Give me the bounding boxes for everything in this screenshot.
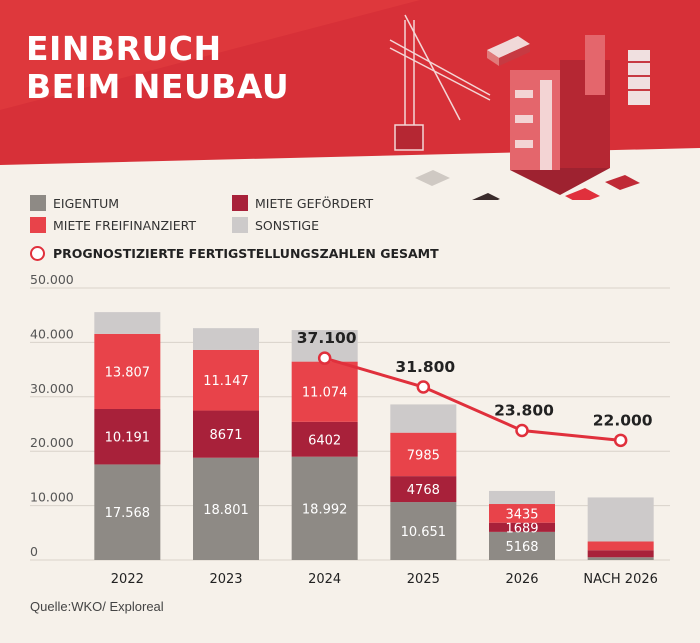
forecast-point — [613, 433, 628, 448]
x-tick-label: 2023 — [209, 572, 242, 587]
bar-segment — [489, 490, 555, 505]
page-title: EINBRUCH BEIM NEUBAU — [26, 30, 289, 106]
bar-value-label: 1689 — [505, 521, 538, 536]
legend-swatch — [232, 195, 248, 211]
bar-segment — [94, 333, 161, 409]
title-line-1: EINBRUCH — [26, 29, 222, 68]
stacked-bar-chart: 0 10.000 20.000 30.000 40.000 50.000 17.568 10.… — [30, 272, 670, 587]
y-tick-label: 40.000 — [30, 326, 74, 341]
bar-value-label: 6402 — [308, 433, 341, 448]
bar-segment — [587, 497, 654, 542]
title-line-2: BEIM NEUBAU — [26, 67, 290, 106]
bar-segment — [193, 457, 259, 560]
bar-value-label: 13.807 — [105, 365, 151, 380]
bar-value-label: 17.568 — [105, 506, 151, 521]
bar-value-label: 4768 — [407, 483, 440, 498]
forecast-value-label: 23.800 — [494, 402, 554, 420]
bar-segment — [587, 550, 654, 558]
y-tick-label: 10.000 — [30, 490, 74, 505]
legend-miete-freifinanziert: MIETE FREIFINANZIERT — [30, 217, 196, 233]
bar-value-label: 11.147 — [203, 374, 249, 389]
building-illustration — [510, 35, 610, 195]
bar-value-label: 11.074 — [302, 386, 348, 401]
bar-segment — [390, 476, 457, 503]
bar-segment — [94, 312, 161, 334]
forecast-value-label: 37.100 — [297, 329, 357, 347]
forecast-value-label: 22.000 — [593, 411, 653, 429]
bar-value-label: 18.801 — [203, 503, 249, 518]
forecast-line — [324, 356, 621, 442]
y-tick-label: 20.000 — [30, 435, 74, 450]
source-note: Quelle:WKO/ Exploreal — [30, 599, 164, 614]
bar-segment — [193, 410, 259, 458]
legend-label: MIETE GEFÖRDERT — [255, 195, 374, 211]
bar-value-label: 18.992 — [302, 502, 348, 517]
legend-swatch — [30, 195, 46, 211]
site-objects-illustration — [415, 170, 640, 200]
scaffold-illustration — [628, 50, 650, 105]
legend-eigentum: EIGENTUM — [30, 195, 119, 211]
bar-value-label: 10.191 — [105, 431, 151, 446]
x-tick-label: 2022 — [111, 572, 144, 587]
bar-segment — [291, 456, 358, 560]
x-tick-label: 2026 — [505, 572, 538, 587]
bar-segment — [291, 361, 358, 422]
legend-label: MIETE FREIFINANZIERT — [53, 217, 197, 233]
bar-segment — [94, 408, 161, 465]
bar-segment — [489, 504, 555, 523]
bar-value-label: 7985 — [407, 448, 440, 463]
legend-sonstige: SONSTIGE — [232, 217, 319, 233]
bar-segment — [94, 464, 161, 560]
bar-value-label: 10.651 — [401, 525, 447, 540]
y-tick-label: 0 — [30, 544, 38, 559]
x-tick-label: 2024 — [308, 572, 341, 587]
bar-value-label: 5168 — [505, 540, 538, 555]
legend-prognose: PROGNOSTIZIERTE FERTIGSTELLUNGSZAHLEN GE… — [30, 246, 439, 261]
bar-segment — [291, 421, 358, 457]
truck-illustration — [487, 36, 530, 66]
legend-miete-gefoerdert: MIETE GEFÖRDERT — [232, 195, 373, 211]
bar-segment — [390, 432, 457, 477]
forecast-point — [416, 380, 431, 394]
bar-segment — [587, 557, 654, 560]
y-tick-label: 30.000 — [30, 381, 74, 396]
bar-segment — [587, 541, 654, 551]
legend-swatch — [232, 217, 248, 233]
legend-swatch — [30, 217, 46, 233]
bar-segment — [390, 502, 457, 560]
legend-label: PROGNOSTIZIERTE FERTIGSTELLUNGSZAHLEN GE… — [53, 246, 439, 261]
legend-label: EIGENTUM — [53, 195, 120, 211]
legend-label: SONSTIGE — [255, 217, 319, 233]
forecast-point — [515, 423, 529, 438]
y-tick-label: 50.000 — [30, 272, 74, 287]
bar-segment — [489, 531, 555, 560]
x-tick-label: NACH 2026 — [583, 572, 657, 587]
forecast-value-label: 31.800 — [395, 358, 455, 376]
x-tick-label: 2025 — [407, 572, 440, 587]
crane-illustration — [389, 14, 491, 151]
bar-segment — [193, 328, 259, 350]
bar-value-label: 8671 — [209, 428, 242, 443]
bar-value-label: 3435 — [505, 507, 538, 522]
header-banner — [0, 0, 700, 200]
legend-line-marker — [30, 246, 45, 261]
bar-segment — [193, 349, 259, 411]
bar-segment — [489, 522, 555, 532]
forecast-point — [317, 351, 332, 365]
bar-segment — [390, 404, 457, 433]
